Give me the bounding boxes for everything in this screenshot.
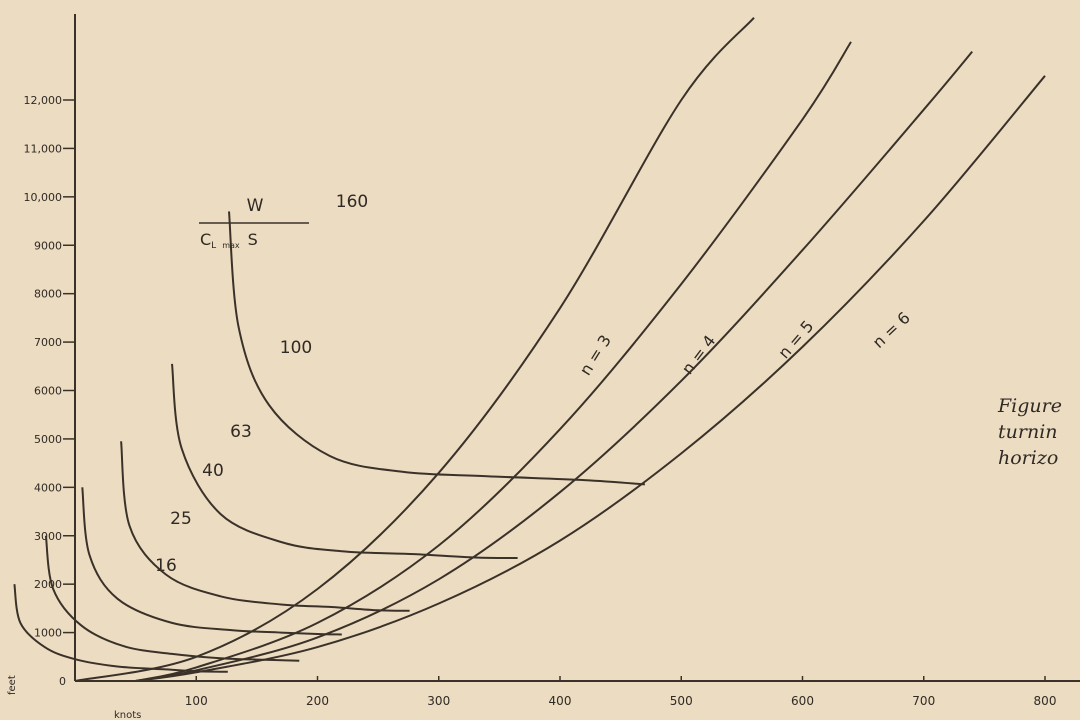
figure-caption-line-1: Figure <box>998 395 1062 417</box>
wing-loading-curve <box>171 363 518 559</box>
y-tick-label: 12,000 <box>24 94 63 107</box>
formula-numerator: W <box>247 196 264 216</box>
y-axis-unit-label: feet <box>7 675 18 695</box>
figure-caption-line-3: horizo <box>998 447 1059 469</box>
wing-loading-label: 16 <box>155 556 177 576</box>
wing-loading-label: 25 <box>170 509 192 529</box>
y-tick-label: 1000 <box>34 627 62 640</box>
y-tick-label: 5000 <box>34 433 62 446</box>
x-tick-label: 600 <box>791 694 814 708</box>
wing-loading-curve <box>81 487 342 636</box>
x-tick-label: 800 <box>1034 694 1057 708</box>
load-factor-curve <box>135 75 1046 682</box>
y-tick-label: 0 <box>59 675 66 688</box>
wing-loading-label: 63 <box>230 422 252 442</box>
y-tick-label: 9000 <box>34 239 62 252</box>
x-axis-ticks: 100 200 300 400 500 600 700 800 <box>185 676 1057 708</box>
y-tick-label: 7000 <box>34 336 62 349</box>
y-axis-ticks: 0 1000 2000 3000 4000 5000 6000 7000 8000 9000 10,… <box>24 94 75 688</box>
y-tick-label: 11,000 <box>24 142 63 155</box>
y-tick-label: 8000 <box>34 288 62 301</box>
x-tick-label: 400 <box>549 694 572 708</box>
y-tick-label: 10,000 <box>24 191 63 204</box>
x-tick-label: 700 <box>912 694 935 708</box>
load-factor-curve <box>135 50 973 682</box>
figure-caption-line-2: turnin <box>998 421 1058 443</box>
wing-loading-curve <box>120 441 410 612</box>
x-tick-label: 500 <box>670 694 693 708</box>
y-tick-label: 6000 <box>34 385 62 398</box>
wing-loading-curve <box>44 535 300 662</box>
load-factor-label: n = 6 <box>869 308 914 352</box>
x-axis-unit-label: knots <box>114 710 141 720</box>
wing-loading-label: 160 <box>336 192 368 212</box>
y-tick-label: 3000 <box>34 530 62 543</box>
wing-loading-formula: W CL max S <box>199 196 309 251</box>
y-tick-label: 2000 <box>34 578 62 591</box>
wing-loading-label: 100 <box>280 338 312 358</box>
x-tick-label: 300 <box>427 694 450 708</box>
wing-loading-curves: 16 25 40 63 100 160 <box>13 192 645 673</box>
wing-loading-curve <box>13 584 228 673</box>
wing-loading-label: 40 <box>202 461 224 481</box>
load-factor-label: n = 3 <box>576 331 615 378</box>
x-tick-label: 200 <box>306 694 329 708</box>
load-factor-label: n = 4 <box>678 331 720 377</box>
load-factor-curve <box>135 41 852 682</box>
x-tick-label: 100 <box>185 694 208 708</box>
y-tick-label: 4000 <box>34 481 62 494</box>
wing-loading-curve <box>228 211 645 486</box>
formula-denominator: CL max S <box>200 230 258 251</box>
axes <box>74 14 1080 682</box>
